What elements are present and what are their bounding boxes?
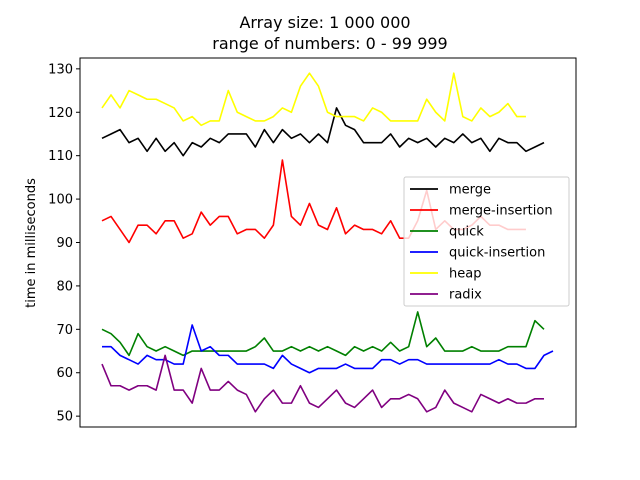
legend-label-heap: heap [449,267,481,282]
y-tick-label: 70 [56,323,73,338]
y-tick-label: 50 [56,410,73,425]
legend-label-quick-insertion: quick-insertion [449,246,545,261]
y-tick-label: 110 [48,149,73,164]
y-tick-label: 90 [56,236,73,251]
plot-lines [101,72,554,413]
series-line-heap [101,72,526,127]
chart-title-line-2: range of numbers: 0 - 99 999 [212,34,447,53]
series-line-merge [101,107,545,157]
series-line-quick [101,311,545,357]
y-axis-label: time in milliseconds [24,178,39,308]
legend-label-merge-insertion: merge-insertion [449,204,553,219]
y-axis: 50 60 70 80 90 100 110 120 130 [48,62,80,425]
y-tick-label: 120 [48,106,73,121]
y-tick-label: 130 [48,62,73,77]
legend-label-merge: merge [449,183,491,198]
chart-title-line-1: Array size: 1 000 000 [239,13,410,32]
y-tick-label: 60 [56,366,73,381]
legend-label-radix: radix [449,288,482,303]
series-line-quick-insertion [102,324,554,374]
series-line-radix [101,354,544,413]
legend: merge merge-insertion quick quick-insertion… [403,176,570,307]
legend-label-quick: quick [449,225,484,240]
y-tick-label: 80 [56,279,73,294]
y-tick-label: 100 [48,193,73,208]
legend-box [403,176,570,307]
